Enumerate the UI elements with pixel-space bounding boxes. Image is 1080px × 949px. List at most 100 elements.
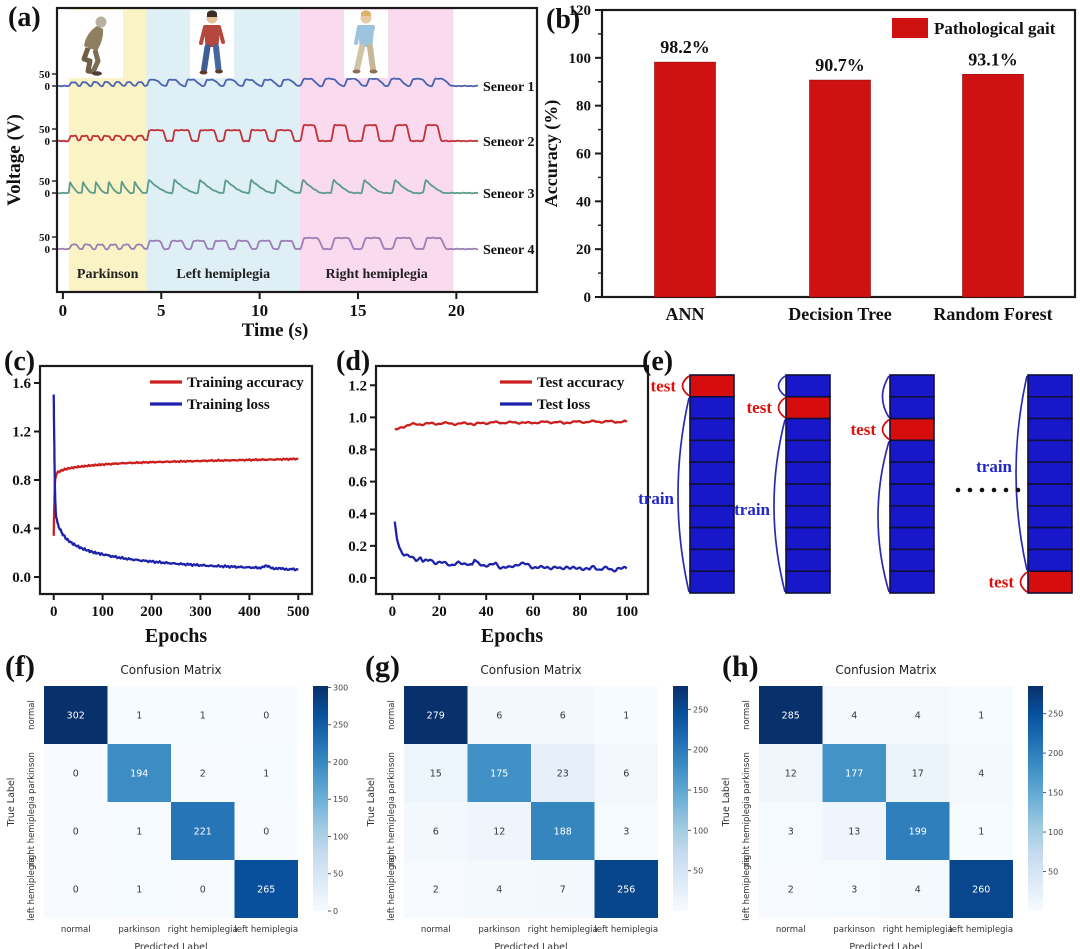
bar-random-forest: [962, 74, 1024, 298]
plot-frame: [374, 364, 650, 596]
cm-x-axis-title: Predicted Label: [134, 942, 207, 949]
cm-cell-value: 6: [560, 711, 566, 722]
y-tick-label: 1.2: [348, 378, 367, 394]
cm-col-label: parkinson: [478, 925, 520, 935]
cm-cell-value: 199: [909, 827, 927, 838]
cm-cell: [234, 686, 298, 744]
sensor-label: Seneor 1: [483, 80, 534, 95]
sensor-trace: [57, 178, 479, 195]
cm-cell-value: 17: [912, 769, 924, 780]
panel-a-label: (a): [8, 2, 41, 33]
cm-cell: [404, 860, 468, 918]
ellipsis-dot: [979, 487, 985, 493]
cm-cell: [171, 744, 235, 802]
legend-label: Test loss: [537, 397, 590, 413]
y-tick-label: 1.2: [12, 424, 31, 440]
train-block: [785, 570, 831, 594]
panel-g-confusion-matrix: (g) Confusion Matrix 279 6 6 1 15 175 23 6 6 12 188…: [360, 650, 715, 949]
y-tick-label: 0.2: [348, 539, 367, 555]
cm-cell: [759, 802, 823, 860]
cm-col-label: normal: [421, 925, 451, 935]
cm-cell: [107, 686, 171, 744]
bar-decision-tree: [809, 79, 871, 298]
bar-value-label: 93.1%: [968, 49, 1018, 69]
cm-cell-value: 2: [433, 885, 439, 896]
cm-cell: [822, 802, 886, 860]
ellipsis-dot: [967, 487, 973, 493]
voltage-tick-label: 0: [45, 188, 51, 200]
bar-category-label: Random Forest: [933, 304, 1052, 324]
x-tick-label: 5: [157, 301, 166, 320]
cm-cell-value: 4: [851, 711, 857, 722]
cm-cell-value: 6: [433, 827, 439, 838]
colorbar-tick-label: 100: [333, 832, 348, 841]
cm-col-label: right hemiplegia: [528, 925, 598, 935]
train-block: [689, 395, 735, 420]
cm-cell-value: 0: [73, 885, 79, 896]
train-block: [785, 439, 831, 464]
brace: [881, 375, 890, 419]
legend-label: Test accuracy: [537, 375, 625, 391]
cm-col-label: left hemiplegia: [949, 925, 1013, 935]
cm-row-label: normal: [742, 700, 752, 730]
y-axis-title: Voltage (V): [4, 114, 25, 206]
train-block: [785, 461, 831, 485]
x-tick-label: 200: [140, 604, 163, 620]
train-block: [889, 548, 935, 572]
kfold-cross-validation-diagram: test train test train test test train: [638, 374, 1073, 594]
train-block: [785, 483, 831, 507]
cm-cell-value: 1: [136, 885, 142, 896]
cm-cell-value: 285: [782, 711, 800, 722]
left-hemiplegia-person-icon: [199, 10, 225, 75]
cm-cell-value: 0: [200, 885, 206, 896]
panel-b-accuracy-bars: (b) 0 20 40 60 80 100 120 Accuracy (%) 98.2% ANN 9…: [540, 0, 1080, 340]
x-tick-label: 20: [432, 604, 447, 620]
cm-cell-value: 1: [623, 711, 629, 722]
right-hemiplegia-figure-image: [344, 10, 388, 78]
cm-cell: [949, 686, 1013, 744]
cm-cell: [822, 744, 886, 802]
train-block: [889, 439, 935, 464]
x-tick-label: 400: [238, 604, 261, 620]
cm-cell-value: 4: [496, 885, 502, 896]
cm-cell-value: 7: [560, 885, 566, 896]
sensor-label: Seneor 4: [483, 243, 534, 258]
cm-cell: [822, 686, 886, 744]
train-block: [785, 505, 831, 529]
cm-cell: [594, 686, 658, 744]
cm-cell: [531, 686, 595, 744]
train-block: [1027, 526, 1073, 551]
legend-label: Training accuracy: [187, 375, 304, 391]
train-block: [785, 374, 831, 398]
train-block: [689, 526, 735, 551]
cm-cell-value: 4: [915, 885, 921, 896]
train-block: [689, 417, 735, 442]
cm-cell-value: 6: [496, 711, 502, 722]
ellipsis-dot: [955, 487, 961, 493]
train-block: [889, 505, 935, 529]
y-tick-label: 100: [569, 51, 592, 67]
brace: [881, 418, 890, 441]
test-block: [1027, 570, 1073, 594]
panel-g-label: (g): [365, 650, 400, 683]
confusion-matrix-decision-tree: Confusion Matrix 279 6 6 1 15 175 23 6 6 12 188 3 2 4 7…: [366, 663, 708, 949]
cm-cell-value: 1: [136, 827, 142, 838]
cm-cell-value: 221: [194, 827, 212, 838]
brace: [777, 375, 786, 397]
brace: [777, 397, 786, 419]
voltage-tick-label: 50: [39, 69, 51, 81]
cm-row-label: parkinson: [27, 752, 37, 794]
x-tick-label: 40: [479, 604, 494, 620]
x-tick-label: 100: [91, 604, 114, 620]
colorbar-tick-label: 200: [693, 746, 708, 755]
cm-cell: [886, 744, 950, 802]
cm-cell-value: 0: [73, 769, 79, 780]
y-tick-label: 0.0: [12, 570, 31, 586]
y-tick-label: 40: [576, 194, 591, 210]
cm-x-axis-title: Predicted Label: [849, 942, 922, 949]
cm-col-label: right hemiplegia: [168, 925, 238, 935]
cm-cell: [467, 744, 531, 802]
cm-row-label: right hemiplegia: [387, 796, 397, 866]
